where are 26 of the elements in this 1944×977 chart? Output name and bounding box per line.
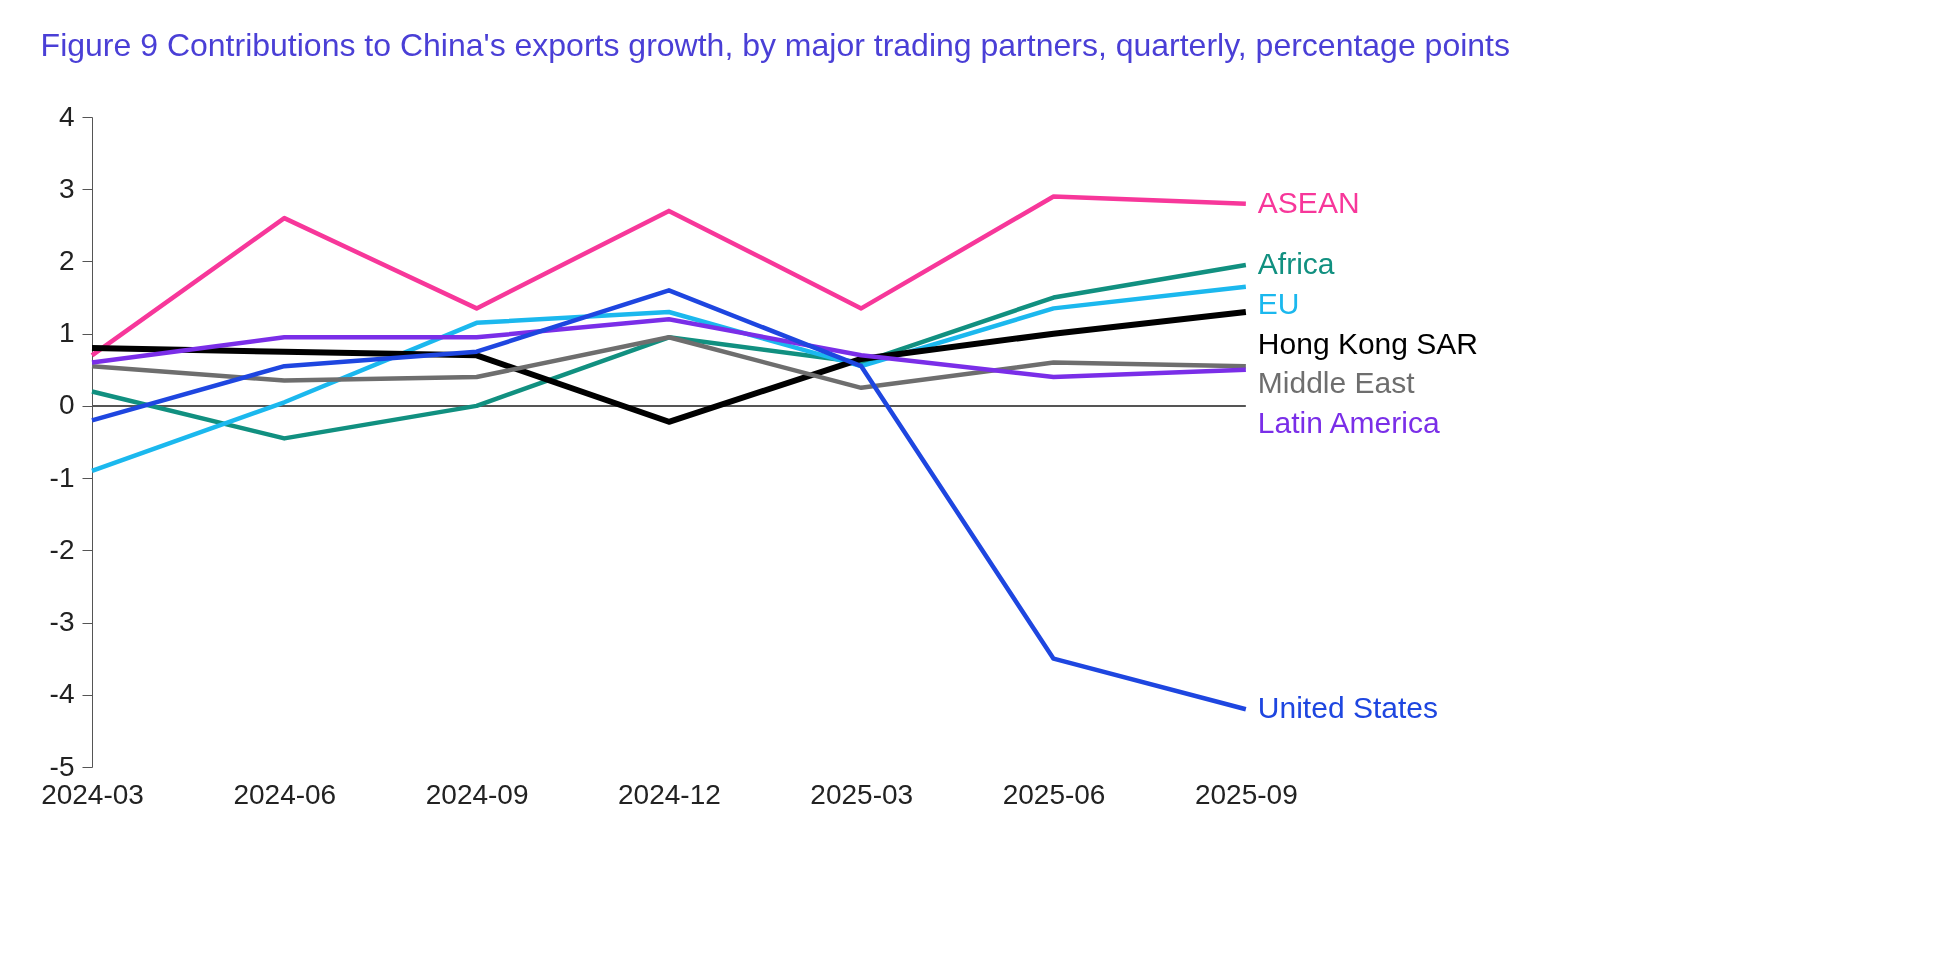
series-label: Latin America bbox=[1257, 405, 1440, 439]
line-series bbox=[89, 335, 1249, 391]
y-tick-label: 4 bbox=[58, 100, 75, 132]
x-tick-label: 2025-09 bbox=[1194, 778, 1298, 810]
x-tick-label: 2024-12 bbox=[618, 778, 721, 810]
x-tick-label: 2025-03 bbox=[810, 778, 914, 810]
series-label: ASEAN bbox=[1257, 185, 1360, 219]
line-series bbox=[89, 316, 1249, 380]
y-tick-label: -3 bbox=[49, 606, 75, 638]
y-tick-label: 3 bbox=[58, 172, 75, 204]
x-tick-label: 2025-06 bbox=[1002, 778, 1106, 810]
y-tick-label: -2 bbox=[49, 533, 75, 565]
y-tick-label: 2 bbox=[58, 244, 75, 276]
chart-title: Figure 9 Contributions to China's exports growth, by major trading partners, quarterly, percentage points bbox=[40, 27, 1510, 63]
x-tick-label: 2024-06 bbox=[233, 778, 337, 810]
series-label: United States bbox=[1257, 691, 1438, 725]
series-label: Hong Kong SAR bbox=[1257, 326, 1478, 360]
y-tick-label: -1 bbox=[49, 461, 75, 493]
x-tick-label: 2024-09 bbox=[425, 778, 529, 810]
y-tick-label: -4 bbox=[49, 678, 75, 710]
series-label: Middle East bbox=[1257, 366, 1416, 400]
series-label: EU bbox=[1257, 286, 1300, 320]
line-series bbox=[89, 194, 1249, 358]
y-tick-label: 0 bbox=[58, 389, 75, 421]
y-tick-label: 1 bbox=[58, 317, 75, 349]
series-label: Africa bbox=[1257, 247, 1335, 281]
